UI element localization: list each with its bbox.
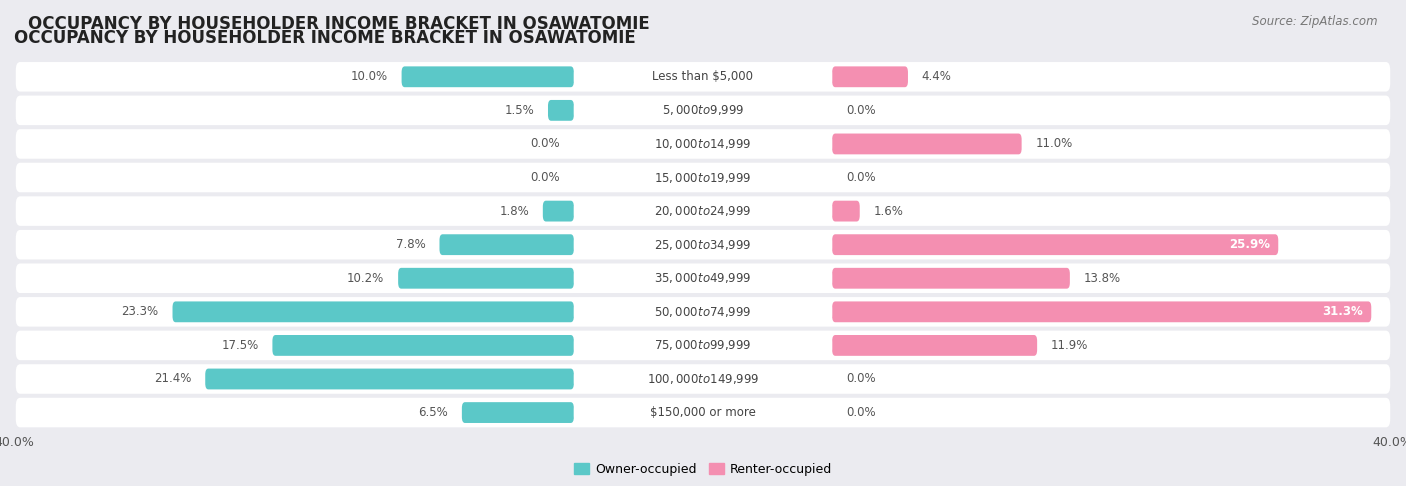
Legend: Owner-occupied, Renter-occupied: Owner-occupied, Renter-occupied (568, 457, 838, 481)
Text: $20,000 to $24,999: $20,000 to $24,999 (654, 204, 752, 218)
Text: 11.0%: 11.0% (1035, 138, 1073, 151)
FancyBboxPatch shape (15, 129, 1391, 159)
FancyBboxPatch shape (574, 368, 832, 389)
FancyBboxPatch shape (173, 301, 574, 322)
Text: $25,000 to $34,999: $25,000 to $34,999 (654, 238, 752, 252)
FancyBboxPatch shape (548, 100, 574, 121)
Text: 1.6%: 1.6% (873, 205, 904, 218)
Text: 17.5%: 17.5% (221, 339, 259, 352)
Text: 6.5%: 6.5% (419, 406, 449, 419)
FancyBboxPatch shape (574, 201, 832, 222)
Text: $5,000 to $9,999: $5,000 to $9,999 (662, 104, 744, 117)
FancyBboxPatch shape (832, 268, 1070, 289)
FancyBboxPatch shape (461, 402, 574, 423)
Text: 0.0%: 0.0% (530, 138, 560, 151)
Text: $100,000 to $149,999: $100,000 to $149,999 (647, 372, 759, 386)
FancyBboxPatch shape (832, 67, 908, 87)
Text: $10,000 to $14,999: $10,000 to $14,999 (654, 137, 752, 151)
FancyBboxPatch shape (273, 335, 574, 356)
FancyBboxPatch shape (15, 62, 1391, 91)
FancyBboxPatch shape (832, 335, 1038, 356)
Text: 25.9%: 25.9% (1229, 238, 1270, 251)
Text: 10.0%: 10.0% (350, 70, 388, 83)
FancyBboxPatch shape (543, 201, 574, 222)
FancyBboxPatch shape (574, 167, 832, 188)
Text: 1.8%: 1.8% (499, 205, 529, 218)
FancyBboxPatch shape (15, 297, 1391, 327)
FancyBboxPatch shape (15, 263, 1391, 293)
Text: OCCUPANCY BY HOUSEHOLDER INCOME BRACKET IN OSAWATOMIE: OCCUPANCY BY HOUSEHOLDER INCOME BRACKET … (14, 29, 636, 47)
FancyBboxPatch shape (205, 368, 574, 389)
FancyBboxPatch shape (15, 330, 1391, 360)
Text: $15,000 to $19,999: $15,000 to $19,999 (654, 171, 752, 185)
FancyBboxPatch shape (574, 134, 832, 155)
FancyBboxPatch shape (574, 234, 832, 255)
FancyBboxPatch shape (15, 163, 1391, 192)
FancyBboxPatch shape (832, 134, 1022, 155)
Text: 1.5%: 1.5% (505, 104, 534, 117)
Text: 0.0%: 0.0% (846, 372, 876, 385)
Text: $50,000 to $74,999: $50,000 to $74,999 (654, 305, 752, 319)
FancyBboxPatch shape (15, 398, 1391, 427)
Text: $75,000 to $99,999: $75,000 to $99,999 (654, 338, 752, 352)
Text: 11.9%: 11.9% (1050, 339, 1088, 352)
Text: 21.4%: 21.4% (155, 372, 191, 385)
FancyBboxPatch shape (574, 268, 832, 289)
Text: 7.8%: 7.8% (396, 238, 426, 251)
Text: 0.0%: 0.0% (530, 171, 560, 184)
FancyBboxPatch shape (574, 402, 832, 423)
Text: Source: ZipAtlas.com: Source: ZipAtlas.com (1253, 15, 1378, 28)
FancyBboxPatch shape (574, 67, 832, 87)
Text: 13.8%: 13.8% (1084, 272, 1121, 285)
Text: OCCUPANCY BY HOUSEHOLDER INCOME BRACKET IN OSAWATOMIE: OCCUPANCY BY HOUSEHOLDER INCOME BRACKET … (28, 15, 650, 33)
Text: 31.3%: 31.3% (1322, 305, 1362, 318)
Text: 0.0%: 0.0% (846, 171, 876, 184)
FancyBboxPatch shape (574, 301, 832, 322)
Text: $150,000 or more: $150,000 or more (650, 406, 756, 419)
FancyBboxPatch shape (832, 234, 1278, 255)
FancyBboxPatch shape (15, 364, 1391, 394)
FancyBboxPatch shape (15, 196, 1391, 226)
FancyBboxPatch shape (440, 234, 574, 255)
FancyBboxPatch shape (15, 230, 1391, 260)
FancyBboxPatch shape (398, 268, 574, 289)
FancyBboxPatch shape (15, 96, 1391, 125)
Text: 0.0%: 0.0% (846, 104, 876, 117)
Text: 10.2%: 10.2% (347, 272, 384, 285)
Text: $35,000 to $49,999: $35,000 to $49,999 (654, 271, 752, 285)
Text: 0.0%: 0.0% (846, 406, 876, 419)
FancyBboxPatch shape (574, 100, 832, 121)
Text: Less than $5,000: Less than $5,000 (652, 70, 754, 83)
Text: 4.4%: 4.4% (922, 70, 952, 83)
FancyBboxPatch shape (402, 67, 574, 87)
FancyBboxPatch shape (832, 201, 859, 222)
FancyBboxPatch shape (574, 335, 832, 356)
Text: 23.3%: 23.3% (121, 305, 159, 318)
FancyBboxPatch shape (832, 301, 1371, 322)
